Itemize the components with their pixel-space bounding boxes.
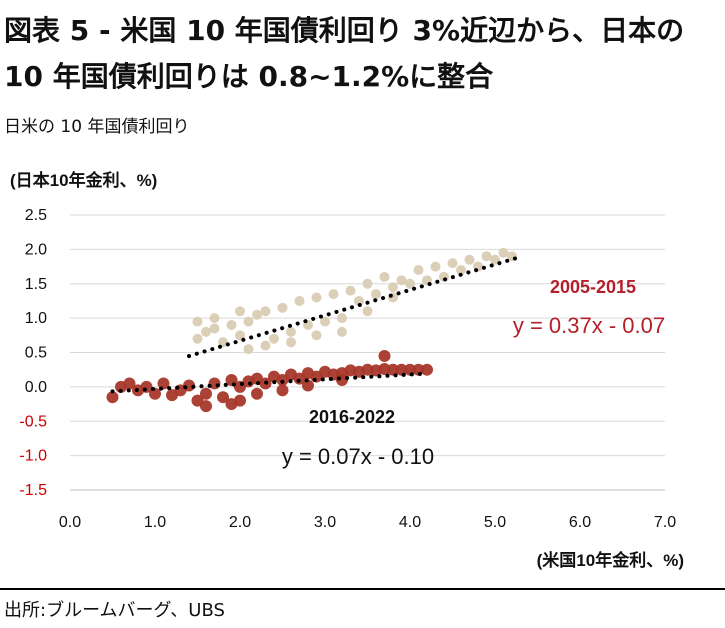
y-axis-label: (日本10年金利、%): [10, 170, 157, 190]
y-tick-labels: 2.5 2.0 1.5 1.0 0.5 0.0 -0.5 -1.0 -1.5: [19, 207, 47, 499]
scatter-point-2005-2015: [252, 309, 262, 320]
scatter-point-2005-2015: [243, 344, 254, 355]
scatter-point-2016-2022: [149, 387, 161, 400]
scatter-point-2005-2015: [218, 337, 228, 348]
scatter-point-2005-2015: [320, 316, 330, 327]
scatter-point-2005-2015: [430, 261, 441, 272]
scatter-point-2005-2015: [269, 333, 279, 344]
scatter-point-2005-2015: [235, 306, 245, 317]
series-label-2016-2022: 2016-2022: [309, 407, 395, 427]
y-tick-label: 1.0: [25, 310, 47, 327]
scatter-point-2005-2015: [192, 333, 203, 344]
x-tick-label: 6.0: [569, 514, 591, 531]
scatter-point-2005-2015: [456, 265, 466, 275]
scatter-point-2016-2022: [421, 363, 433, 376]
scatter-point-2016-2022: [217, 391, 229, 404]
scatter-point-2016-2022: [395, 363, 408, 376]
scatter-point-2005-2015: [354, 295, 364, 306]
scatter-point-2005-2015: [396, 275, 407, 286]
scatter-chart: (日本10年金利、%) 2.5 2.0 1.5 1.0 0.5 0.0 -0.5 -1.0 -1…: [10, 170, 684, 570]
scatter-point-2005-2015: [201, 326, 211, 337]
x-tick-label: 0.0: [59, 514, 81, 531]
scatter-point-2005-2015: [286, 337, 296, 348]
scatter-point-2016-2022: [412, 363, 425, 376]
chart-subtitle: 日米の 10 年国債利回り: [4, 117, 190, 137]
y-tick-label: 2.5: [25, 207, 47, 224]
series-label-2005-2015: 2005-2015: [550, 277, 636, 297]
scatter-point-2005-2015: [498, 247, 509, 258]
scatter-point-2005-2015: [388, 292, 398, 303]
scatter-point-2005-2015: [362, 278, 373, 289]
footer-rule: [0, 588, 725, 590]
scatter-point-2005-2015: [405, 278, 415, 289]
scatter-point-2005-2015: [328, 289, 339, 300]
scatter-point-2005-2015: [192, 316, 203, 327]
scatter-point-2005-2015: [447, 258, 458, 269]
scatter-point-2016-2022: [157, 377, 170, 390]
x-tick-label: 2.0: [229, 514, 251, 531]
scatter-point-2016-2022: [293, 372, 306, 385]
scatter-point-2005-2015: [294, 295, 305, 306]
scatter-point-2005-2015: [371, 289, 381, 300]
equation-2005-2015: y = 0.37x - 0.07: [513, 313, 665, 338]
source-note: 出所:ブルームバーグ、UBS: [4, 600, 225, 621]
scatter-point-2005-2015: [260, 340, 271, 351]
chart-title-line-2: 10 年国債利回りは 0.8~1.2%に整合: [4, 60, 494, 93]
chart-title-line-1: 図表 5 - 米国 10 年国債利回り 3%近辺から、日本の: [4, 14, 685, 47]
y-tick-label: 0.0: [25, 379, 47, 396]
scatter-point-2005-2015: [490, 254, 500, 265]
equation-2016-2022: y = 0.07x - 0.10: [282, 444, 434, 469]
x-tick-label: 3.0: [314, 514, 336, 531]
scatter-point-2005-2015: [379, 271, 390, 282]
scatter-point-2005-2015: [311, 292, 322, 303]
scatter-point-2005-2015: [464, 254, 475, 265]
scatter-point-2016-2022: [378, 349, 391, 362]
scatter-point-2005-2015: [337, 326, 347, 337]
scatter-point-2016-2022: [234, 394, 246, 407]
scatter-point-2016-2022: [123, 377, 136, 390]
x-axis-label: (米国10年金利、%): [537, 550, 684, 570]
y-tick-label: 1.5: [25, 276, 47, 293]
scatter-point-2005-2015: [337, 313, 347, 324]
y-tick-label: 2.0: [25, 241, 47, 258]
scatter-point-2005-2015: [362, 306, 373, 317]
scatter-point-2005-2015: [413, 265, 424, 275]
scatter-point-2016-2022: [276, 384, 289, 397]
x-tick-label: 4.0: [399, 514, 421, 531]
trendlines: [110, 254, 523, 394]
scatter-point-2016-2022: [191, 394, 204, 407]
scatter-point-2016-2022: [387, 363, 399, 376]
scatter-point-2005-2015: [243, 316, 254, 327]
scatter-point-2016-2022: [251, 387, 263, 400]
scatter-point-2005-2015: [481, 251, 492, 262]
scatter-point-2005-2015: [286, 326, 296, 337]
x-tick-label: 7.0: [654, 514, 676, 531]
scatter-point-2005-2015: [235, 330, 245, 341]
scatter-point-2016-2022: [200, 400, 212, 413]
y-tick-label: 0.5: [25, 345, 47, 362]
scatter-point-2005-2015: [345, 285, 356, 296]
scatter-point-2005-2015: [260, 306, 271, 317]
scatter-point-2005-2015: [209, 323, 220, 334]
scatter-point-2016-2022: [106, 391, 119, 404]
y-tick-label: -1.5: [19, 482, 47, 499]
x-tick-label: 5.0: [484, 514, 506, 531]
scatter-point-2005-2015: [311, 330, 322, 341]
scatter-point-2005-2015: [209, 313, 220, 324]
scatter-point-2005-2015: [388, 282, 398, 293]
scatter-point-2016-2022: [404, 363, 416, 376]
scatter-point-2016-2022: [302, 379, 314, 392]
x-tick-labels: 0.0 1.0 2.0 3.0 4.0 5.0 6.0 7.0: [59, 514, 676, 531]
scatter-point-2016-2022: [200, 387, 212, 400]
scatter-point-2005-2015: [226, 320, 237, 330]
scatter-point-2005-2015: [277, 302, 288, 313]
y-tick-label: -1.0: [19, 448, 47, 465]
x-tick-label: 1.0: [144, 514, 166, 531]
trendline-2005-2015: [187, 254, 523, 359]
y-tick-label: -0.5: [19, 413, 47, 430]
